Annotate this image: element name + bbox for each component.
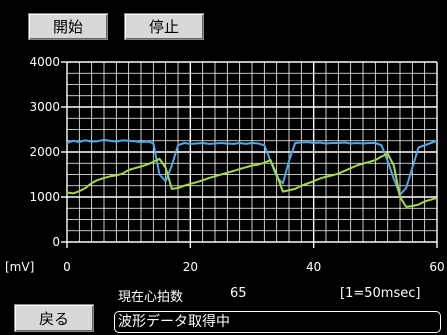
y-tick-label: 2000	[29, 145, 60, 159]
start-button[interactable]: 開始	[28, 13, 108, 40]
time-scale-label: [1=50msec]	[340, 286, 421, 301]
x-tick-label: 20	[183, 260, 198, 274]
x-tick-label: 0	[63, 260, 71, 274]
y-tick-label: 4000	[29, 55, 60, 69]
heart-rate-value: 65	[230, 286, 247, 301]
chart-grid	[66, 61, 438, 243]
back-button[interactable]: 戻る	[14, 304, 94, 332]
y-tick-label: 1000	[29, 190, 60, 204]
series-line-2	[66, 152, 438, 208]
heart-rate-label: 現在心拍数	[118, 290, 184, 305]
series-line-1	[66, 138, 438, 196]
x-tick-label: 60	[429, 260, 444, 274]
chart-series	[66, 138, 438, 208]
x-tick-labels: 0 20 40 60	[63, 242, 445, 274]
y-tick-label: 3000	[29, 100, 60, 114]
waveform-chart: 0 1000 2000 3000 4000 0 20 40 60 [mV]	[5, 55, 445, 274]
x-tick-label: 40	[306, 260, 321, 274]
stop-button[interactable]: 停止	[124, 13, 204, 40]
y-axis-label: [mV]	[5, 260, 34, 274]
status-message: 波形データ取得中	[114, 311, 441, 333]
y-tick-labels: 0 1000 2000 3000 4000	[29, 55, 67, 249]
y-tick-label: 0	[52, 235, 60, 249]
